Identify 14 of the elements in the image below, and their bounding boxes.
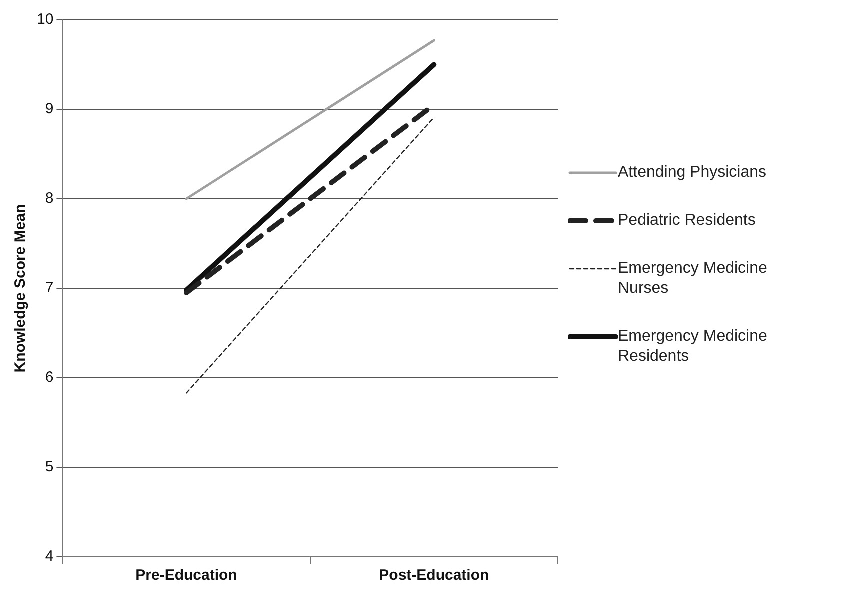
x-tick-label: Post-Education <box>379 567 490 584</box>
y-tick-label: 6 <box>45 369 54 386</box>
y-tick-label: 4 <box>45 548 54 566</box>
y-tick-label: 10 <box>36 11 54 28</box>
y-tick-label: 9 <box>45 100 54 118</box>
y-tick-label: 8 <box>45 190 54 208</box>
x-tick-label: Pre-Education <box>136 567 238 584</box>
legend-label: Emergency Medicine Residents <box>618 327 768 367</box>
legend-label: Emergency Medicine Nurses <box>618 259 768 299</box>
y-tick-label: 7 <box>45 280 54 297</box>
y-tick-label: 5 <box>45 458 54 476</box>
legend-label: Attending Physicians <box>618 163 768 183</box>
legend-label: Pediatric Residents <box>618 211 757 231</box>
y-axis-title: Knowledge Score Mean <box>12 204 30 373</box>
